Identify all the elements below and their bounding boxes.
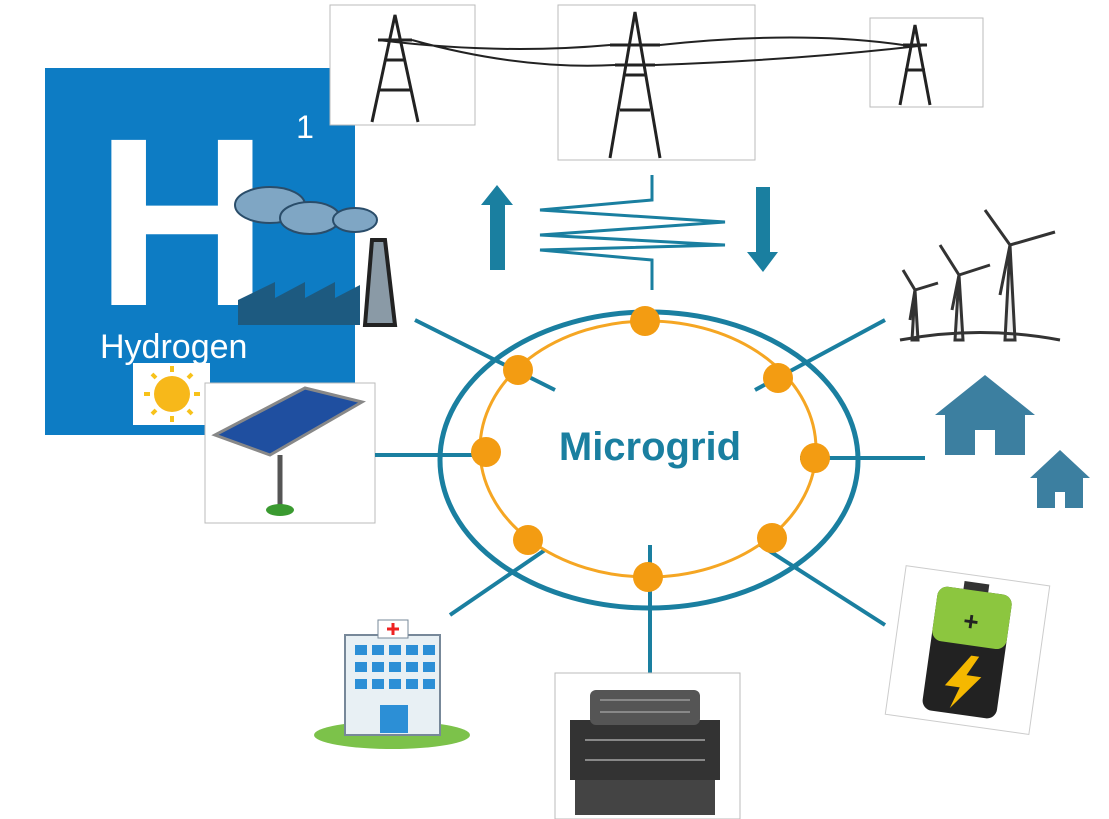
sun-icon [133,363,210,425]
hospital-icon [314,619,470,749]
export-arrow [481,185,513,270]
houses [935,375,1090,508]
atomic-number: 1 [296,109,314,145]
import-arrow [747,187,778,272]
transmission-lines [329,4,984,161]
battery-sign: + [961,605,980,637]
wind-turbines [899,209,1061,342]
generator-icon [554,672,741,819]
grid-link [539,175,726,290]
center-label: Microgrid [559,425,741,469]
spokes [375,318,925,690]
battery-icon: + [884,565,1051,735]
solar-panel-icon [204,382,376,524]
nodes [471,306,830,592]
hydrogen-name: Hydrogen [100,328,247,366]
factory-icon [234,186,398,327]
